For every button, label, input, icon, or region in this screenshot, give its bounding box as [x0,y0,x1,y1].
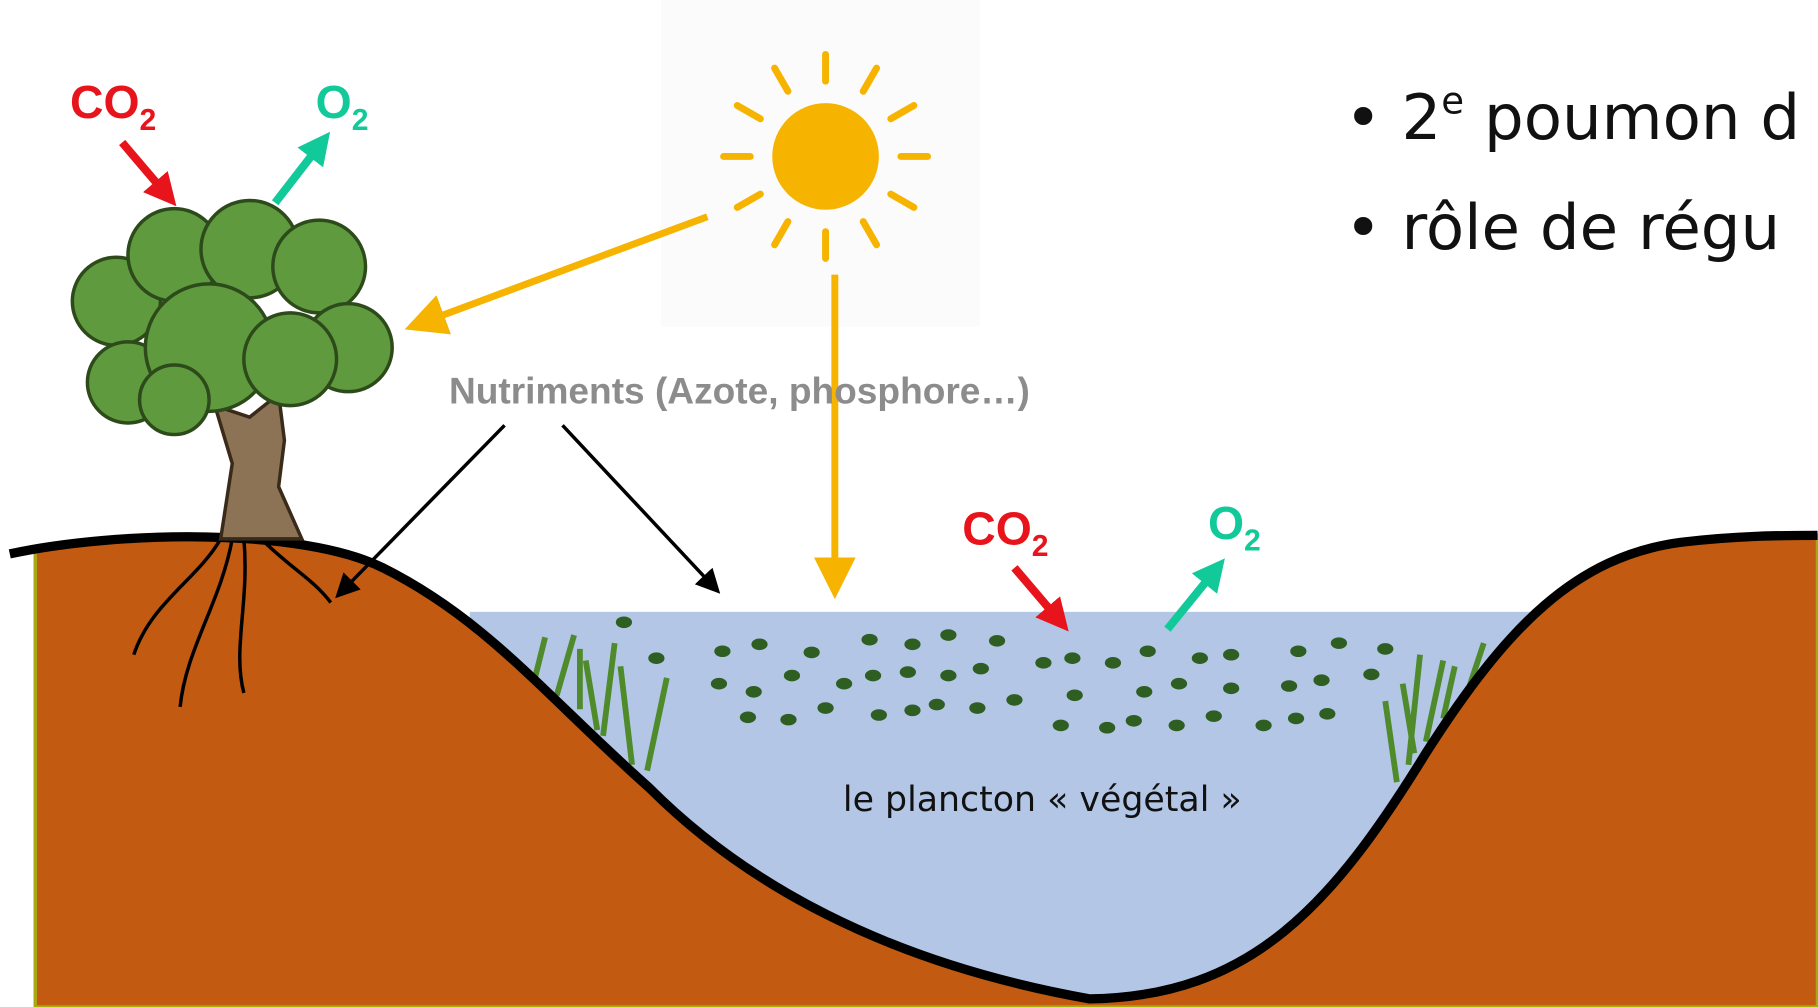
plankton [804,647,820,659]
plankton [751,639,767,651]
plankton [1140,645,1156,657]
co2-label: CO2 [962,503,1048,564]
plankton [1363,669,1379,681]
plankton [1171,678,1187,690]
nutrients-label: Nutriments (Azote, phosphore…) [449,369,1030,411]
plankton [784,670,800,682]
plankton [861,634,877,646]
plankton [1290,645,1306,657]
plankton [740,712,756,724]
bullet-2: • rôle de régu [1345,191,1780,264]
plankton [1067,689,1083,701]
plankton [1281,680,1297,692]
o2-arrow [275,141,323,202]
o2-base: O [1208,497,1244,549]
plankton [973,663,989,675]
page: {"tree_labels": {"co2": {"base": "CO", "… [0,0,1818,1007]
plankton [904,639,920,651]
plankton [929,699,945,711]
bullet-1: • 2e poumon d [1345,80,1800,154]
plankton [1192,652,1208,664]
diagram: CO2 O2 CO2 O2 Nutriments (Azote, phospho… [0,0,1818,1007]
plankton [900,666,916,678]
plankton [817,702,833,714]
plankton [865,670,881,682]
plankton [1313,674,1329,686]
bullet-sup: e [1441,80,1464,123]
plankton [746,686,762,698]
plankton [1331,637,1347,649]
plankton [1006,694,1022,706]
plankton [1105,657,1121,669]
plankton [1136,686,1152,698]
nutrient-arrow [563,425,716,588]
plankton [904,705,920,717]
plankton [1169,720,1185,732]
plankton [836,678,852,690]
o2-sub: 2 [352,104,369,137]
bullet-text: poumon d [1464,81,1800,154]
o2-label: O2 [316,76,369,137]
plankton [711,678,727,690]
plankton [1035,657,1051,669]
plankton [1099,722,1115,734]
co2-base: CO [70,76,140,128]
plankton [969,702,985,714]
bullet-number: 2 [1402,81,1442,154]
plankton [714,645,730,657]
plankton [1206,710,1222,722]
plankton [780,714,796,726]
plankton [616,616,632,628]
plankton [1377,643,1393,655]
plankton-label: le plancton « végétal » [843,780,1242,820]
plankton [1053,720,1069,732]
plankton [989,635,1005,647]
nutrient-arrow [340,425,505,593]
plankton [648,652,664,664]
plankton [1255,720,1271,732]
o2-base: O [316,76,352,128]
plankton [940,629,956,641]
co2-base: CO [962,503,1032,555]
plankton [1223,683,1239,695]
plankton [1319,708,1335,720]
plankton [940,670,956,682]
bullet-text: rôle de régu [1402,191,1781,264]
co2-label: CO2 [70,76,156,137]
plankton [871,709,887,721]
co2-sub: 2 [1032,530,1049,563]
plankton [1126,715,1142,727]
co2-arrow [122,143,168,197]
co2-sub: 2 [140,104,157,137]
plankton [1223,649,1239,661]
o2-sub: 2 [1244,524,1261,557]
plankton [1064,652,1080,664]
o2-label: O2 [1208,497,1261,558]
plankton [1288,713,1304,725]
